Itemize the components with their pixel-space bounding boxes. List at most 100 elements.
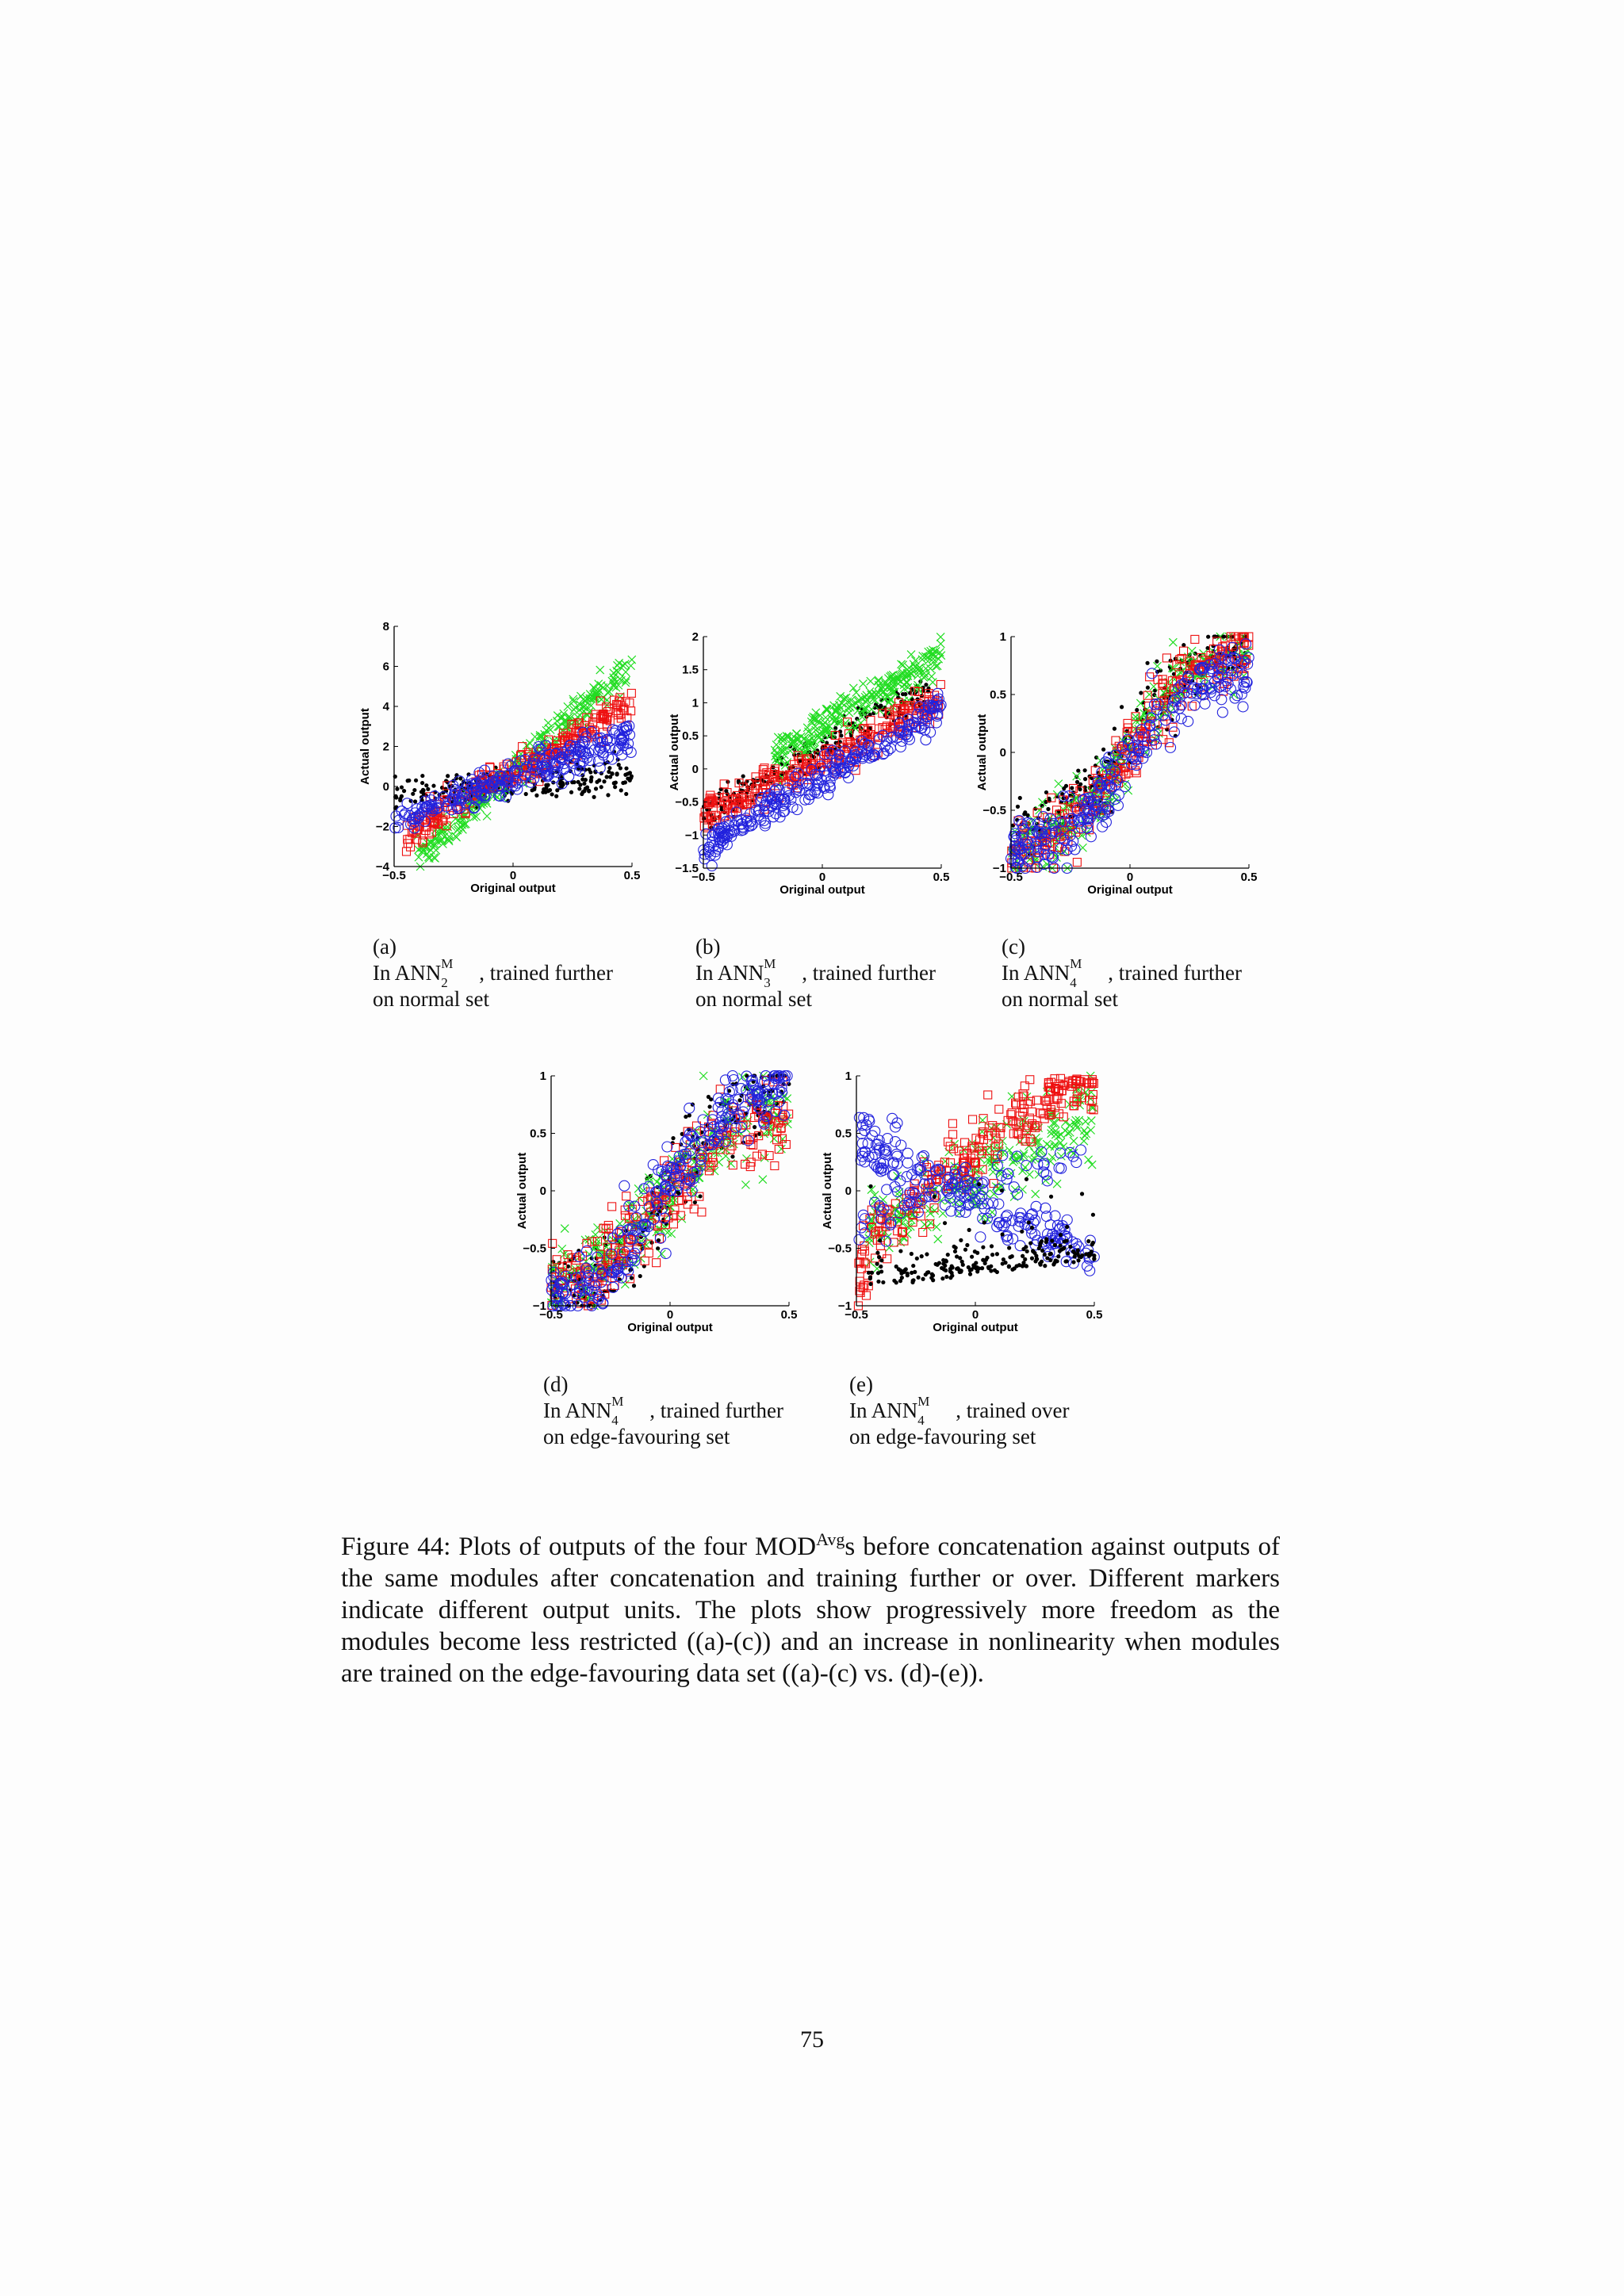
- data-point: [395, 786, 400, 791]
- data-point: [500, 780, 512, 792]
- data-point: [875, 1214, 886, 1223]
- data-point: [1197, 663, 1209, 675]
- data-point: [978, 1115, 987, 1125]
- data-point: [966, 1177, 978, 1188]
- data-point: [1015, 1137, 1025, 1146]
- data-point: [1084, 1155, 1094, 1165]
- data-point: [676, 1211, 685, 1220]
- data-point: [706, 813, 715, 822]
- data-point: [555, 788, 560, 793]
- data-point: [422, 822, 431, 832]
- data-point: [599, 693, 608, 702]
- data-point: [774, 1101, 779, 1106]
- data-point: [1205, 683, 1217, 695]
- data-point: [596, 1267, 608, 1279]
- data-point: [843, 703, 852, 713]
- data-point: [596, 711, 606, 721]
- data-point: [1002, 1168, 1014, 1180]
- data-point: [620, 1263, 632, 1275]
- data-point: [479, 764, 491, 776]
- data-point: [916, 1194, 928, 1206]
- data-point: [1059, 1112, 1068, 1122]
- data-point: [393, 794, 398, 798]
- data-point: [534, 793, 539, 798]
- data-point: [653, 1164, 665, 1176]
- data-point: [995, 1170, 1007, 1182]
- data-point: [871, 695, 880, 705]
- data-point: [1198, 662, 1210, 674]
- series-blue-circle: [1005, 638, 1254, 874]
- data-point: [933, 701, 946, 713]
- data-point: [684, 1102, 695, 1114]
- data-point: [778, 1109, 790, 1121]
- data-point: [631, 1284, 637, 1288]
- data-point: [704, 849, 716, 861]
- data-point: [442, 821, 451, 831]
- data-point: [1090, 1242, 1094, 1247]
- data-point: [1179, 646, 1189, 656]
- data-point: [1243, 652, 1254, 664]
- data-point: [778, 1135, 787, 1144]
- data-point: [807, 740, 817, 748]
- data-point: [617, 740, 629, 752]
- data-point: [860, 1119, 872, 1131]
- data-point: [1182, 715, 1194, 727]
- data-point: [741, 1180, 750, 1189]
- data-point: [978, 1146, 987, 1156]
- data-point: [1182, 643, 1186, 648]
- data-point: [1046, 806, 1051, 812]
- y-tick-label: 6: [383, 660, 389, 674]
- data-point: [1000, 1216, 1012, 1228]
- data-point: [1038, 798, 1047, 807]
- data-point: [526, 739, 534, 748]
- data-point: [871, 743, 883, 755]
- data-point: [819, 726, 829, 735]
- data-point: [928, 701, 940, 714]
- data-point: [888, 724, 898, 733]
- data-point: [856, 718, 866, 728]
- data-point: [1111, 774, 1123, 786]
- data-point: [1190, 634, 1200, 644]
- data-point: [1046, 851, 1058, 863]
- series-blue-circle: [698, 687, 947, 872]
- data-point: [1229, 692, 1241, 704]
- data-point: [1009, 855, 1021, 867]
- data-point: [1031, 1123, 1040, 1132]
- data-point: [889, 1136, 902, 1148]
- data-point: [894, 717, 906, 729]
- data-point: [769, 1073, 781, 1085]
- data-point: [792, 767, 804, 779]
- data-point: [560, 1270, 572, 1282]
- data-point: [494, 779, 506, 791]
- data-point: [900, 728, 913, 740]
- data-point: [569, 695, 578, 704]
- series-blue-circle: [389, 720, 637, 834]
- data-point: [1017, 1100, 1026, 1110]
- data-point: [1008, 1181, 1020, 1193]
- data-point: [678, 1149, 690, 1161]
- data-point: [606, 753, 618, 765]
- data-point: [803, 737, 813, 746]
- data-point: [860, 1246, 869, 1256]
- data-point: [957, 1166, 970, 1178]
- data-point: [1206, 634, 1211, 639]
- data-point: [578, 745, 591, 758]
- data-point: [1148, 698, 1161, 710]
- data-point: [739, 1100, 751, 1112]
- data-point: [1132, 745, 1144, 757]
- data-point: [697, 1114, 709, 1126]
- data-point: [1113, 789, 1124, 801]
- x-tick-label: 0.5: [624, 869, 641, 882]
- data-point: [736, 780, 741, 785]
- data-point: [873, 733, 883, 742]
- data-point: [1001, 1173, 1013, 1185]
- data-point: [561, 723, 570, 733]
- data-point: [921, 664, 930, 673]
- data-point: [706, 1138, 718, 1151]
- data-point: [906, 650, 916, 659]
- data-point: [909, 1188, 921, 1200]
- data-point: [868, 1158, 880, 1170]
- data-point: [407, 778, 412, 783]
- data-point: [1069, 844, 1081, 855]
- data-point: [674, 1196, 684, 1205]
